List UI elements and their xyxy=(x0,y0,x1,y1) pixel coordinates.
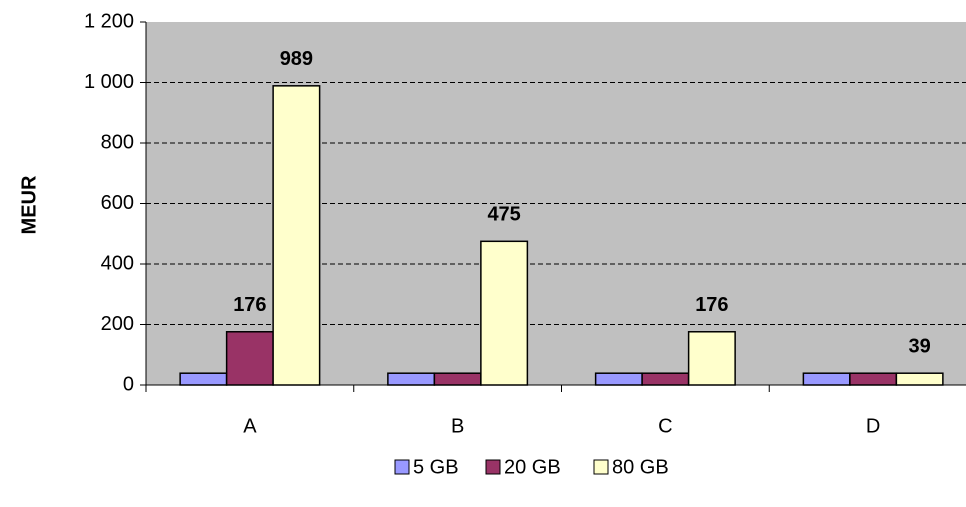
bar xyxy=(594,372,643,386)
bar xyxy=(225,331,274,386)
bar xyxy=(802,372,851,386)
bar xyxy=(272,85,321,386)
bar xyxy=(179,372,228,386)
bar xyxy=(687,331,736,386)
y-tick-label: 800 xyxy=(101,131,134,153)
legend-swatch xyxy=(394,459,410,475)
legend-label: 80 GB xyxy=(612,456,669,478)
y-tick-label: 200 xyxy=(101,313,134,335)
bar xyxy=(433,372,482,386)
bar xyxy=(480,240,529,386)
y-tick-label: 1 000 xyxy=(84,71,134,93)
x-tick-label: B xyxy=(451,415,464,437)
bar xyxy=(849,372,898,386)
y-tick-label: 1 200 xyxy=(84,10,134,32)
legend-swatch xyxy=(593,459,609,475)
legend-label: 20 GB xyxy=(504,456,561,478)
data-label: 176 xyxy=(233,294,266,316)
x-tick-label: C xyxy=(658,415,672,437)
bar xyxy=(895,372,944,386)
bar xyxy=(641,372,690,386)
bar xyxy=(387,372,436,386)
y-axis-title: MEUR xyxy=(18,175,40,234)
data-label: 39 xyxy=(909,335,931,357)
data-label: 176 xyxy=(695,294,728,316)
x-tick-label: A xyxy=(243,415,257,437)
y-tick-label: 400 xyxy=(101,252,134,274)
y-tick-label: 0 xyxy=(123,373,134,395)
data-label: 475 xyxy=(487,204,520,226)
legend-label: 5 GB xyxy=(413,456,459,478)
y-tick-label: 600 xyxy=(101,192,134,214)
data-label: 989 xyxy=(280,48,313,70)
legend-swatch xyxy=(485,459,501,475)
x-tick-label: D xyxy=(866,415,880,437)
